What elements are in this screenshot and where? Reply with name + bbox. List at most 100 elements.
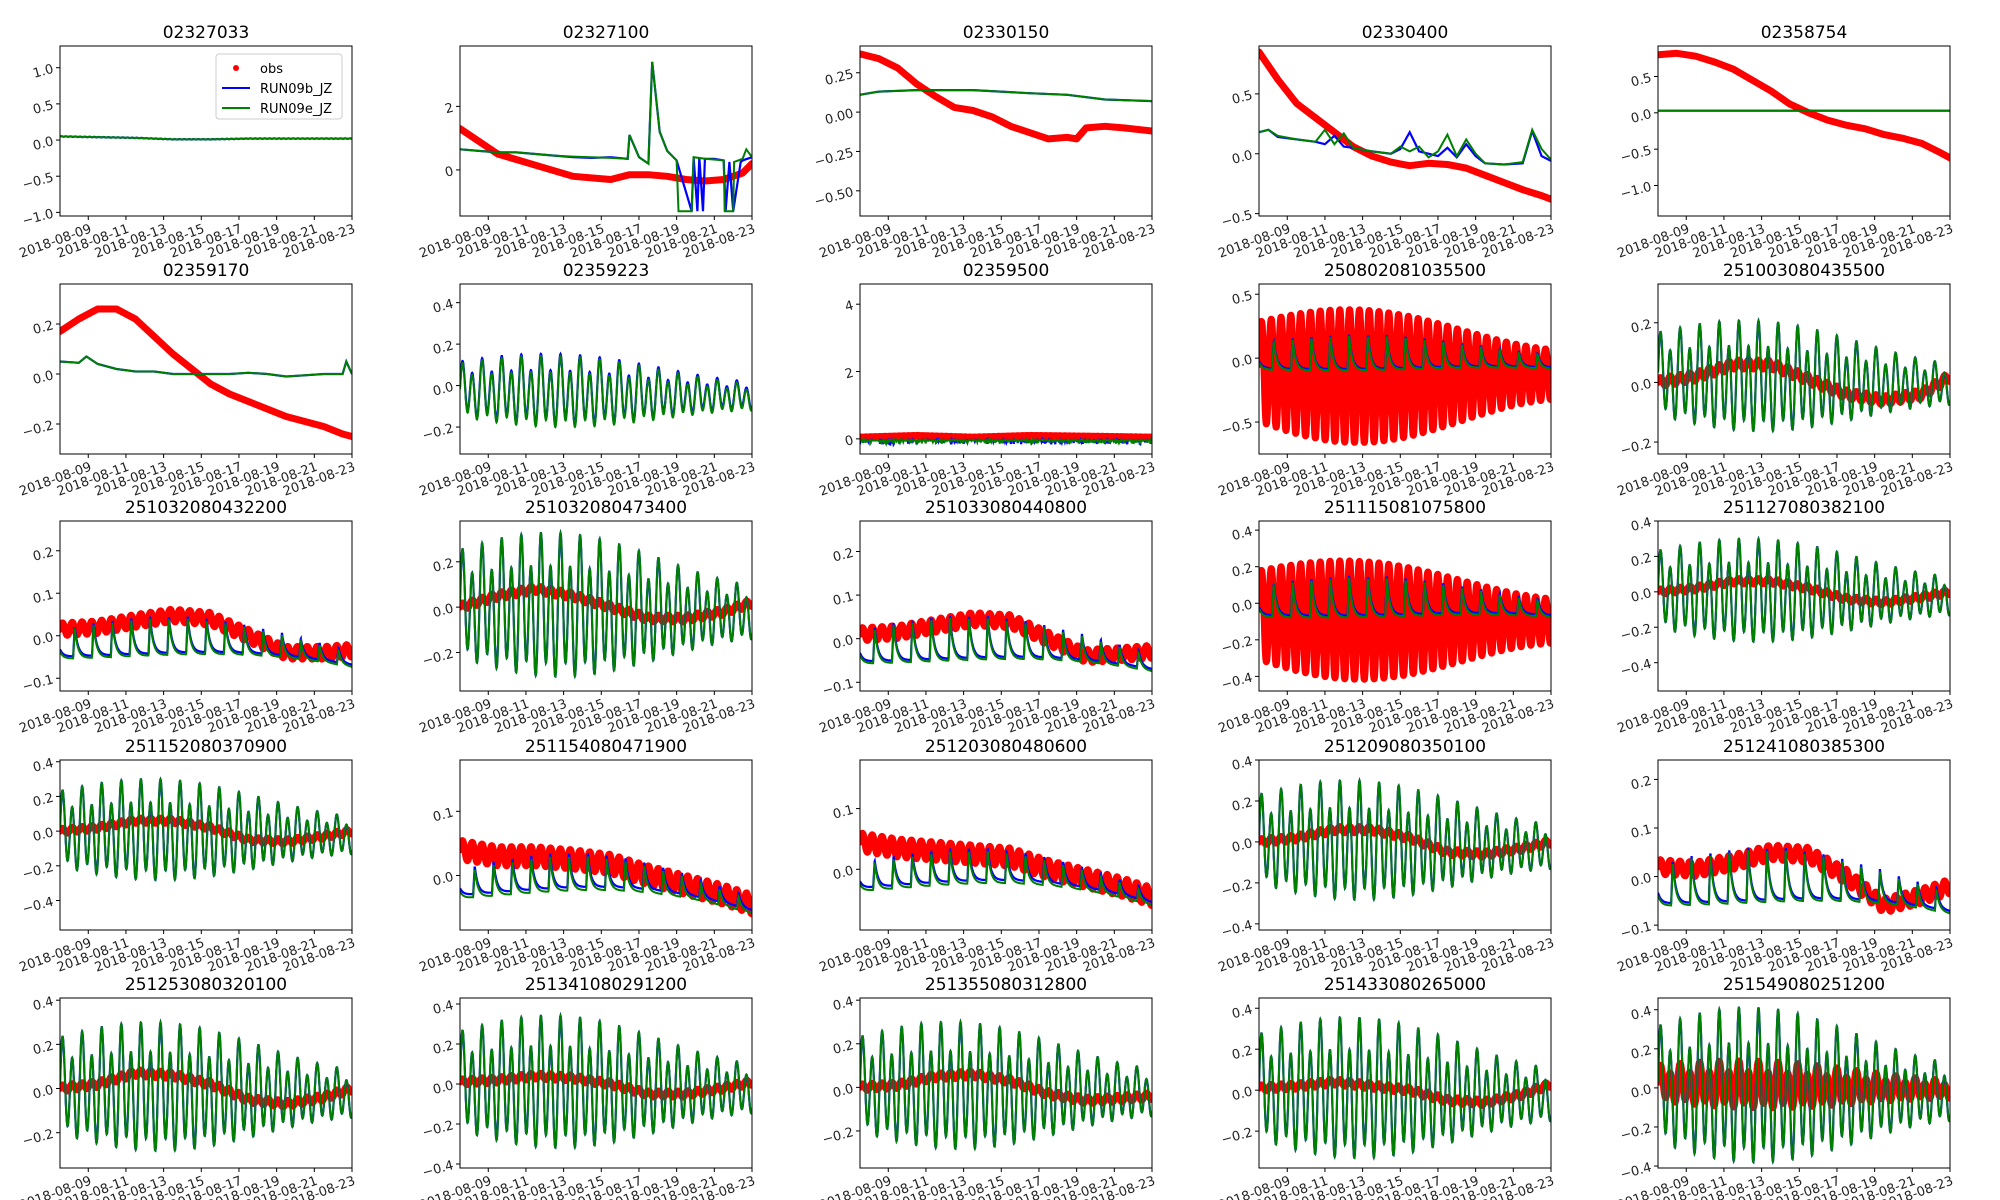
y-tick-label: 2 [443,101,455,118]
y-tick-label: 4 [843,298,855,315]
subplot-title: 251203080480600 [925,737,1087,757]
series-RUN09e_JZ [1259,577,1551,619]
series-RUN09e_JZ [1259,127,1551,166]
subplot-title: 251032080432200 [125,498,287,518]
y-tick-label: −0.2 [21,1127,55,1150]
series-RUN09e_JZ [60,618,352,668]
axes-frame [1657,45,1951,217]
subplot-title: 251433080265000 [1324,975,1486,995]
series-RUN09e_JZ [1259,777,1551,902]
legend-label: RUN09e_JZ [260,102,332,117]
y-tick-label: 0.2 [31,791,55,811]
subplot-02330150: 023301500.250.00−0.25−0.502018-08-092018… [813,23,1157,262]
subplot-251433080265000: 2514330802650000.40.20.0−0.22018-08-0920… [1216,975,1556,1200]
y-tick-label: 0.2 [831,546,855,566]
y-tick-label: 0.4 [1629,1004,1653,1024]
axes-frame [1258,520,1552,692]
y-tick-label: −0.5 [21,170,55,193]
subplot-title: 250802081035500 [1324,261,1486,281]
y-tick-label: 0.2 [1230,561,1254,581]
y-tick-label: 0.4 [431,297,455,317]
y-tick-label: −0.2 [1619,621,1653,644]
y-tick-label: 0.00 [823,106,855,128]
y-tick-label: −1.0 [21,207,55,230]
y-tick-label: 0.0 [1230,597,1254,617]
series-obs [1259,48,1551,203]
y-tick-label: −0.1 [821,676,855,699]
axes-frame [459,45,753,217]
series-RUN09e_JZ [1658,317,1950,434]
y-tick-label: 0.0 [431,870,455,890]
y-tick-label: 0.0 [1230,836,1254,856]
subplot-title: 251549080251200 [1723,975,1885,995]
series-RUN09b_JZ [1259,127,1551,166]
y-tick-label: −0.5 [1619,143,1653,166]
series-RUN09e_JZ [460,1012,752,1151]
subplot-title: 02327033 [163,23,250,43]
subplot-251127080382100: 2511270803821000.40.20.0−0.2−0.42018-08-… [1615,498,1955,737]
y-tick-label: −0.2 [21,860,55,883]
subplot-251203080480600: 2512030804806000.10.02018-08-092018-08-1… [817,737,1157,976]
series-RUN09e_JZ [1259,335,1551,372]
subplot-title: 251033080440800 [925,498,1087,518]
y-tick-label: −0.2 [1619,1121,1653,1144]
subplot-title: 02327100 [563,23,650,43]
subplot-251253080320100: 2512530803201000.40.20.0−0.22018-08-0920… [17,975,357,1200]
axes-frame [459,759,753,931]
y-tick-label: −0.4 [1220,918,1254,941]
axes-frame [1258,45,1552,217]
subplot-title: 251209080350100 [1324,737,1486,757]
axes-frame [1657,759,1951,931]
y-tick-label: 0.0 [31,825,55,845]
series-RUN09e_JZ [60,355,352,378]
y-tick-label: 0.0 [31,630,55,650]
y-tick-label: −0.1 [21,672,55,695]
subplot-02358754: 023587540.50.0−0.5−1.02018-08-092018-08-… [1615,23,1955,262]
subplot-251032080473400: 2510320804734000.20.0−0.22018-08-092018-… [417,498,757,737]
y-tick-label: 0.2 [1629,774,1653,794]
axes-frame [59,45,353,217]
subplot-251152080370900: 2511520803709000.40.20.0−0.2−0.42018-08-… [17,737,357,976]
subplot-250802081035500: 2508020810355000.50.0−0.52018-08-092018-… [1216,261,1556,500]
subplot-251032080432200: 2510320804322000.20.10.0−0.12018-08-0920… [17,498,357,737]
y-tick-label: 0.1 [1629,822,1653,842]
series-RUN09e_JZ [860,1018,1152,1152]
y-tick-label: 0.4 [831,994,855,1014]
subplot-251341080291200: 2513410802912000.40.20.0−0.2−0.42018-08-… [417,975,757,1200]
subplot-251355080312800: 2513550803128000.40.20.0−0.22018-08-0920… [817,975,1157,1200]
subplot-title: 02359500 [963,261,1050,281]
axes-frame [1657,997,1951,1169]
axes-frame [459,283,753,455]
y-tick-label: 0.0 [831,633,855,653]
y-tick-label: 1.0 [31,62,55,82]
y-tick-label: 0.0 [31,368,55,388]
subplot-251209080350100: 2512090803501000.40.20.0−0.2−0.42018-08-… [1216,737,1556,976]
series-RUN09e_JZ [460,856,752,915]
subplot-title: 251253080320100 [125,975,287,995]
series-RUN09e_JZ [60,776,352,882]
subplot-title: 251127080382100 [1723,498,1885,518]
y-tick-label: 0.2 [1230,1043,1254,1063]
series-RUN09e_JZ [860,89,1152,103]
y-tick-label: 0.0 [1230,1084,1254,1104]
y-tick-label: 0.5 [1230,88,1254,108]
y-tick-label: −0.4 [21,895,55,918]
series-RUN09e_JZ [460,61,752,213]
axes-frame [59,520,353,692]
series-obs [60,305,352,440]
subplot-title: 02330150 [963,23,1050,43]
y-tick-label: −0.2 [1220,877,1254,900]
y-tick-label: 0 [443,164,455,181]
y-tick-label: −0.2 [821,1125,855,1148]
axes-frame [459,997,753,1169]
series-RUN09e_JZ [60,135,352,141]
subplot-251154080471900: 2511540804719000.10.02018-08-092018-08-1… [417,737,757,976]
axes-frame [59,759,353,931]
y-tick-label: −0.4 [1619,657,1653,680]
y-tick-label: −0.4 [421,1158,455,1181]
y-tick-label: −0.50 [813,185,855,210]
subplot-title: 251355080312800 [925,975,1087,995]
y-tick-label: 0.2 [1230,795,1254,815]
y-tick-label: 2 [843,366,855,383]
y-tick-label: 0.2 [1629,551,1653,571]
